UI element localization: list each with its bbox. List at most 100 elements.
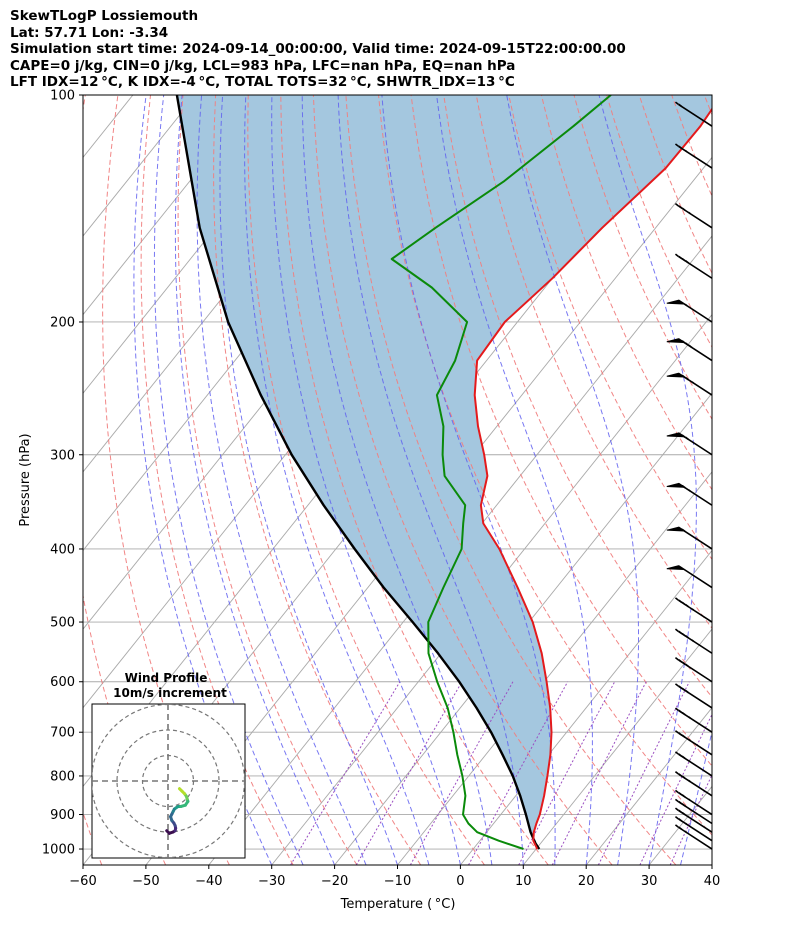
- x-tick-label: 20: [578, 874, 595, 889]
- x-tick-label: −50: [132, 874, 159, 889]
- x-tick-label: −30: [258, 874, 285, 889]
- moist-adiabat: [598, 95, 697, 865]
- dry-adiabat: [573, 95, 712, 421]
- wind-barb: [674, 101, 713, 127]
- moist-adiabat: [744, 95, 794, 865]
- moist-adiabat: [174, 95, 336, 865]
- moist-adiabat: [219, 95, 398, 865]
- isotherm-line: [648, 785, 712, 865]
- hodograph-subtitle: 10m/s increment: [113, 686, 227, 700]
- wind-barb: [674, 798, 713, 825]
- y-axis-label: Pressure (hPa): [18, 433, 33, 526]
- mixing-ratio-line: [597, 681, 690, 865]
- wind-barb: [674, 597, 713, 623]
- dry-adiabat: [280, 95, 549, 865]
- y-tick-label: 500: [50, 616, 75, 631]
- dry-adiabat: [606, 95, 712, 349]
- moist-adiabat: [711, 862, 712, 865]
- y-tick-label: 200: [50, 315, 75, 330]
- wind-barb: [674, 730, 713, 756]
- wind-barb: [674, 807, 713, 833]
- wind-barb: [674, 143, 713, 169]
- wind-barb: [666, 482, 713, 506]
- dry-adiabat: [671, 95, 712, 198]
- moist-adiabat: [301, 95, 493, 865]
- title-station: SkewTLogP Lossiemouth: [10, 8, 199, 24]
- wind-barb: [666, 299, 713, 323]
- y-tick-label: 1000: [42, 843, 75, 858]
- profile-series: [175, 95, 712, 850]
- mixing-ratio-line: [409, 681, 514, 865]
- wind-barb: [674, 253, 713, 279]
- x-axis-ticks: −60 −50 −40 −30 −20 −10 0 10 20 30 40: [69, 865, 720, 889]
- moist-adiabat: [381, 95, 556, 865]
- temperature-line: [473, 107, 712, 850]
- x-tick-label: −40: [195, 874, 222, 889]
- moist-adiabat: [196, 95, 367, 865]
- dry-adiabat: [737, 95, 794, 865]
- title-indices: LFT IDX=12 °C, K IDX=-4 °C, TOTAL TOTS=3…: [10, 74, 515, 90]
- isotherm-line: [271, 313, 712, 865]
- isotherm-line: [775, 95, 794, 865]
- isotherm-line: [460, 549, 712, 865]
- y-tick-label: 400: [50, 542, 75, 557]
- moist-adiabat: [271, 95, 461, 865]
- x-tick-label: 40: [704, 874, 721, 889]
- mixing-ratio-line: [290, 681, 401, 865]
- wind-barb: [666, 432, 713, 456]
- parcel-profile-line: [175, 95, 541, 850]
- wind-barb: [666, 565, 713, 589]
- y-tick-label: 800: [50, 769, 75, 784]
- moist-adiabat: [680, 729, 712, 865]
- mixing-ratio-line: [639, 713, 712, 865]
- moist-adiabats: [133, 95, 794, 865]
- dry-adiabat: [140, 95, 294, 865]
- wind-barb: [674, 683, 713, 709]
- dry-adiabats: [83, 95, 794, 865]
- wind-barb: [666, 526, 713, 550]
- mixing-ratio-line: [551, 681, 647, 865]
- y-axis-ticks: 1000 900 800 700 600 500 400 300 200 100: [42, 89, 83, 858]
- moist-adiabat: [506, 95, 639, 865]
- wind-barbs: [666, 101, 713, 850]
- moist-adiabat: [153, 95, 304, 865]
- moist-adiabat: [337, 95, 524, 865]
- mixing-ratio-line: [468, 681, 569, 865]
- dewpoint-line: [390, 95, 612, 850]
- isotherm-line: [83, 95, 260, 316]
- title-cape: CAPE=0 j/kg, CIN=0 j/kg, LCL=983 hPa, LF…: [10, 57, 516, 74]
- x-tick-label: −20: [321, 874, 348, 889]
- cape-cin-fill: [176, 95, 712, 849]
- wind-barb: [674, 771, 713, 797]
- y-tick-label: 600: [50, 675, 75, 690]
- cin-fill-area: [176, 95, 712, 849]
- hodograph-inset: Wind Profile 10m/s increment: [91, 671, 246, 859]
- wind-barb: [674, 707, 713, 733]
- isotherm-line: [334, 392, 712, 865]
- y-tick-label: 900: [50, 808, 75, 823]
- x-tick-label: 10: [515, 874, 532, 889]
- wind-barb: [674, 656, 713, 683]
- isotherm-line: [0, 95, 70, 865]
- mixing-ratio-line: [355, 681, 463, 865]
- wind-barb: [674, 751, 713, 777]
- moist-adiabat: [775, 95, 794, 865]
- title-latlon: Lat: 57.71 Lon: -3.34: [10, 24, 169, 41]
- dry-adiabat: [703, 95, 712, 117]
- dry-adiabat: [410, 95, 712, 767]
- dry-adiabat: [475, 95, 712, 630]
- wind-barb: [674, 824, 713, 850]
- wind-barb: [674, 203, 713, 229]
- dry-adiabat: [247, 95, 485, 865]
- wind-barb: [674, 628, 713, 654]
- moist-adiabat: [133, 95, 273, 865]
- x-tick-label: 30: [641, 874, 658, 889]
- dry-adiabat: [345, 95, 677, 865]
- chart-header: SkewTLogP Lossiemouth Lat: 57.71 Lon: -3…: [10, 8, 626, 91]
- y-tick-label: 700: [50, 726, 75, 741]
- x-axis-label: Temperature ( °C): [340, 897, 456, 912]
- isotherm-line: [711, 864, 712, 865]
- moist-adiabat: [244, 95, 430, 865]
- mixing-ratio-line: [518, 681, 616, 865]
